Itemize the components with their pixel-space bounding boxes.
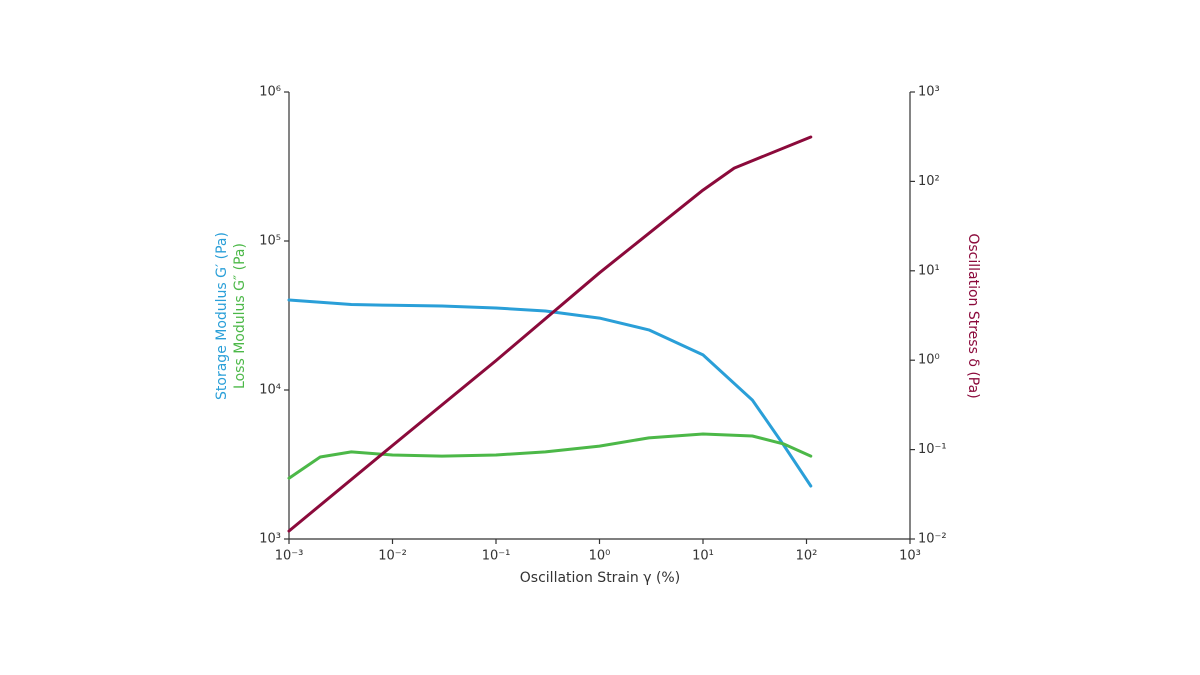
y2-tick-label: 10¹ <box>918 263 940 278</box>
y-axis-label: Loss Modulus G″ (Pa) <box>232 243 248 389</box>
y2-axis-label: Oscillation Stress δ (Pa) <box>965 233 981 398</box>
x-tick-label: 10⁻³ <box>275 549 304 564</box>
x-tick-label: 10¹ <box>692 549 714 564</box>
y-tick-label: 10⁵ <box>259 234 281 249</box>
y-tick-label: 10⁶ <box>259 85 281 100</box>
x-tick-label: 10² <box>796 549 818 564</box>
data-line <box>287 298 813 488</box>
y-tick-label: 10⁴ <box>259 383 281 398</box>
y-axis-label: Storage Modulus G′ (Pa) <box>214 232 230 400</box>
x-tick-label: 10⁻¹ <box>482 549 511 564</box>
y2-tick-label: 10⁻² <box>918 532 947 547</box>
x-tick-label: 10⁻² <box>378 549 407 564</box>
x-axis-label: Oscillation Strain γ (%) <box>520 570 680 586</box>
x-tick-label: 10⁰ <box>589 549 611 564</box>
y2-tick-label: 10² <box>918 174 940 189</box>
y2-tick-label: 10⁰ <box>918 353 940 368</box>
y-tick-label: 10³ <box>259 532 281 547</box>
y2-tick-label: 10³ <box>918 85 940 100</box>
data-line <box>287 432 813 480</box>
x-tick-label: 10³ <box>899 549 921 564</box>
data-line <box>287 135 813 533</box>
y2-tick-label: 10⁻¹ <box>918 442 947 457</box>
